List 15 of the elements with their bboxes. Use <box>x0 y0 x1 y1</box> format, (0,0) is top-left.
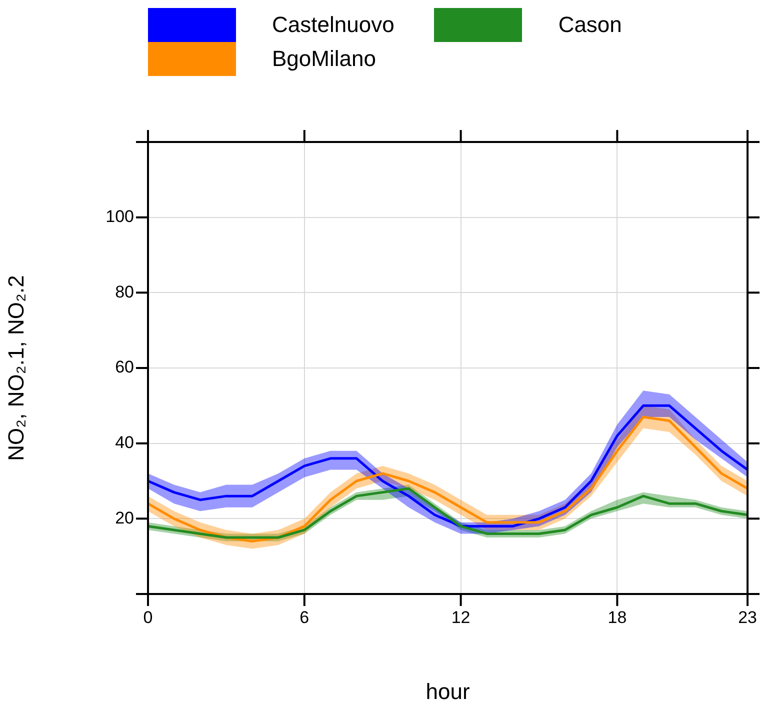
x-tick-label: 6 <box>300 608 310 627</box>
legend-label: Cason <box>558 12 622 38</box>
x-tick-label: 23 <box>738 608 758 627</box>
y-tick-label: 60 <box>115 358 134 377</box>
y-tick-label: 20 <box>115 508 134 528</box>
x-tick-label: 18 <box>608 608 627 627</box>
legend-label: BgoMilano <box>272 46 376 72</box>
y-tick-label: 80 <box>115 282 134 302</box>
x-tick-label: 0 <box>143 608 153 627</box>
x-axis-title: hour <box>426 678 470 704</box>
y-tick-label: 100 <box>106 207 134 226</box>
y-tick-label: 40 <box>115 433 134 452</box>
x-tick-label: 12 <box>451 608 470 627</box>
legend-label: Castelnuovo <box>272 12 394 38</box>
y-axis-title: NO₂, NO₂.1, NO₂.2 <box>3 275 28 461</box>
